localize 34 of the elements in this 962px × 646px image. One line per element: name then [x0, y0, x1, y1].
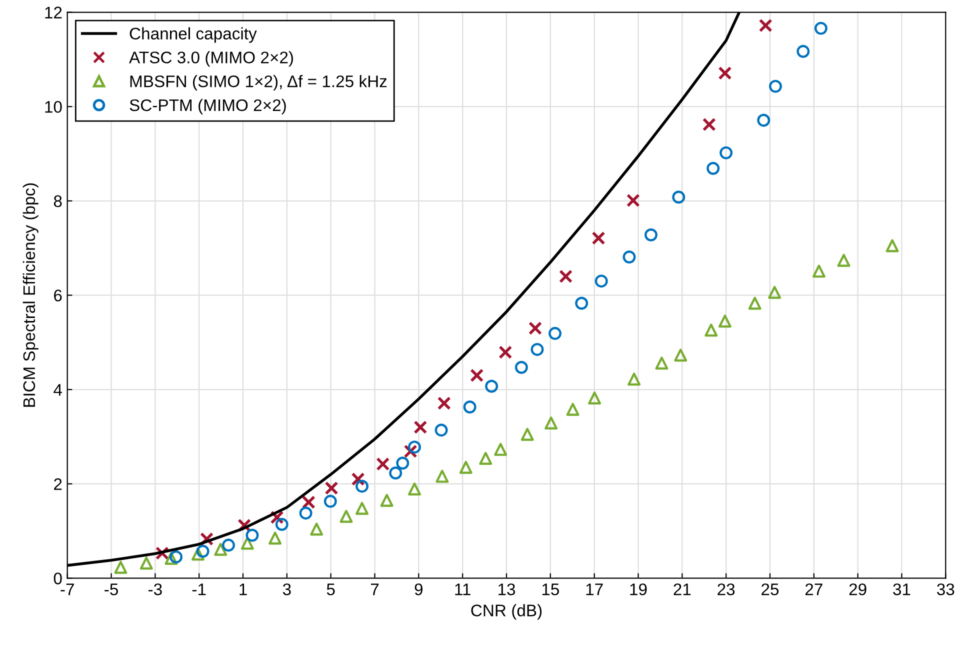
- y-tick-label: 0: [54, 572, 62, 584]
- legend-label: Channel capacity: [130, 27, 257, 43]
- legend-label: SC-PTM (MIMO 2×2): [130, 98, 286, 114]
- x-tick-label: 29: [849, 583, 866, 596]
- x-tick-label: 13: [498, 583, 516, 596]
- x-tick-label: 25: [762, 583, 779, 596]
- y-tick-label: 4: [54, 384, 62, 396]
- x-tick-label: 5: [326, 584, 335, 596]
- y-axis-title: BICM Spectral Efficiency (bpc): [22, 183, 38, 407]
- legend-label: ATSC 3.0 (MIMO 2×2): [129, 51, 293, 67]
- x-tick-label: 17: [586, 584, 603, 596]
- x-tick-label: 31: [893, 583, 910, 596]
- y-tick-label: 2: [54, 478, 62, 490]
- x-tick-label: 11: [455, 584, 470, 596]
- x-tick-label: -5: [104, 584, 118, 596]
- x-tick-label: 19: [630, 583, 647, 596]
- x-tick-label: -7: [60, 584, 74, 596]
- x-tick-label: 1: [240, 584, 247, 596]
- x-tick-label: 7: [370, 584, 379, 596]
- x-tick-label: 33: [937, 583, 954, 596]
- x-tick-label: 9: [414, 583, 423, 596]
- x-tick-label: -1: [192, 584, 206, 596]
- x-tick-label: -3: [148, 583, 162, 596]
- y-tick-label: 6: [54, 290, 62, 302]
- y-tick-label: 8: [54, 195, 62, 208]
- x-axis-title: CNR (dB): [471, 604, 542, 620]
- x-tick-label: 23: [718, 583, 735, 596]
- legend-label: MBSFN (SIMO 1×2), Δf = 1.25 kHz: [130, 75, 387, 91]
- x-tick-label: 15: [542, 584, 559, 596]
- x-tick-label: 27: [805, 583, 822, 596]
- x-tick-label: 21: [674, 583, 691, 596]
- x-tick-label: 3: [282, 583, 291, 596]
- y-tick-label: 12: [45, 6, 62, 18]
- y-tick-label: 10: [45, 100, 62, 113]
